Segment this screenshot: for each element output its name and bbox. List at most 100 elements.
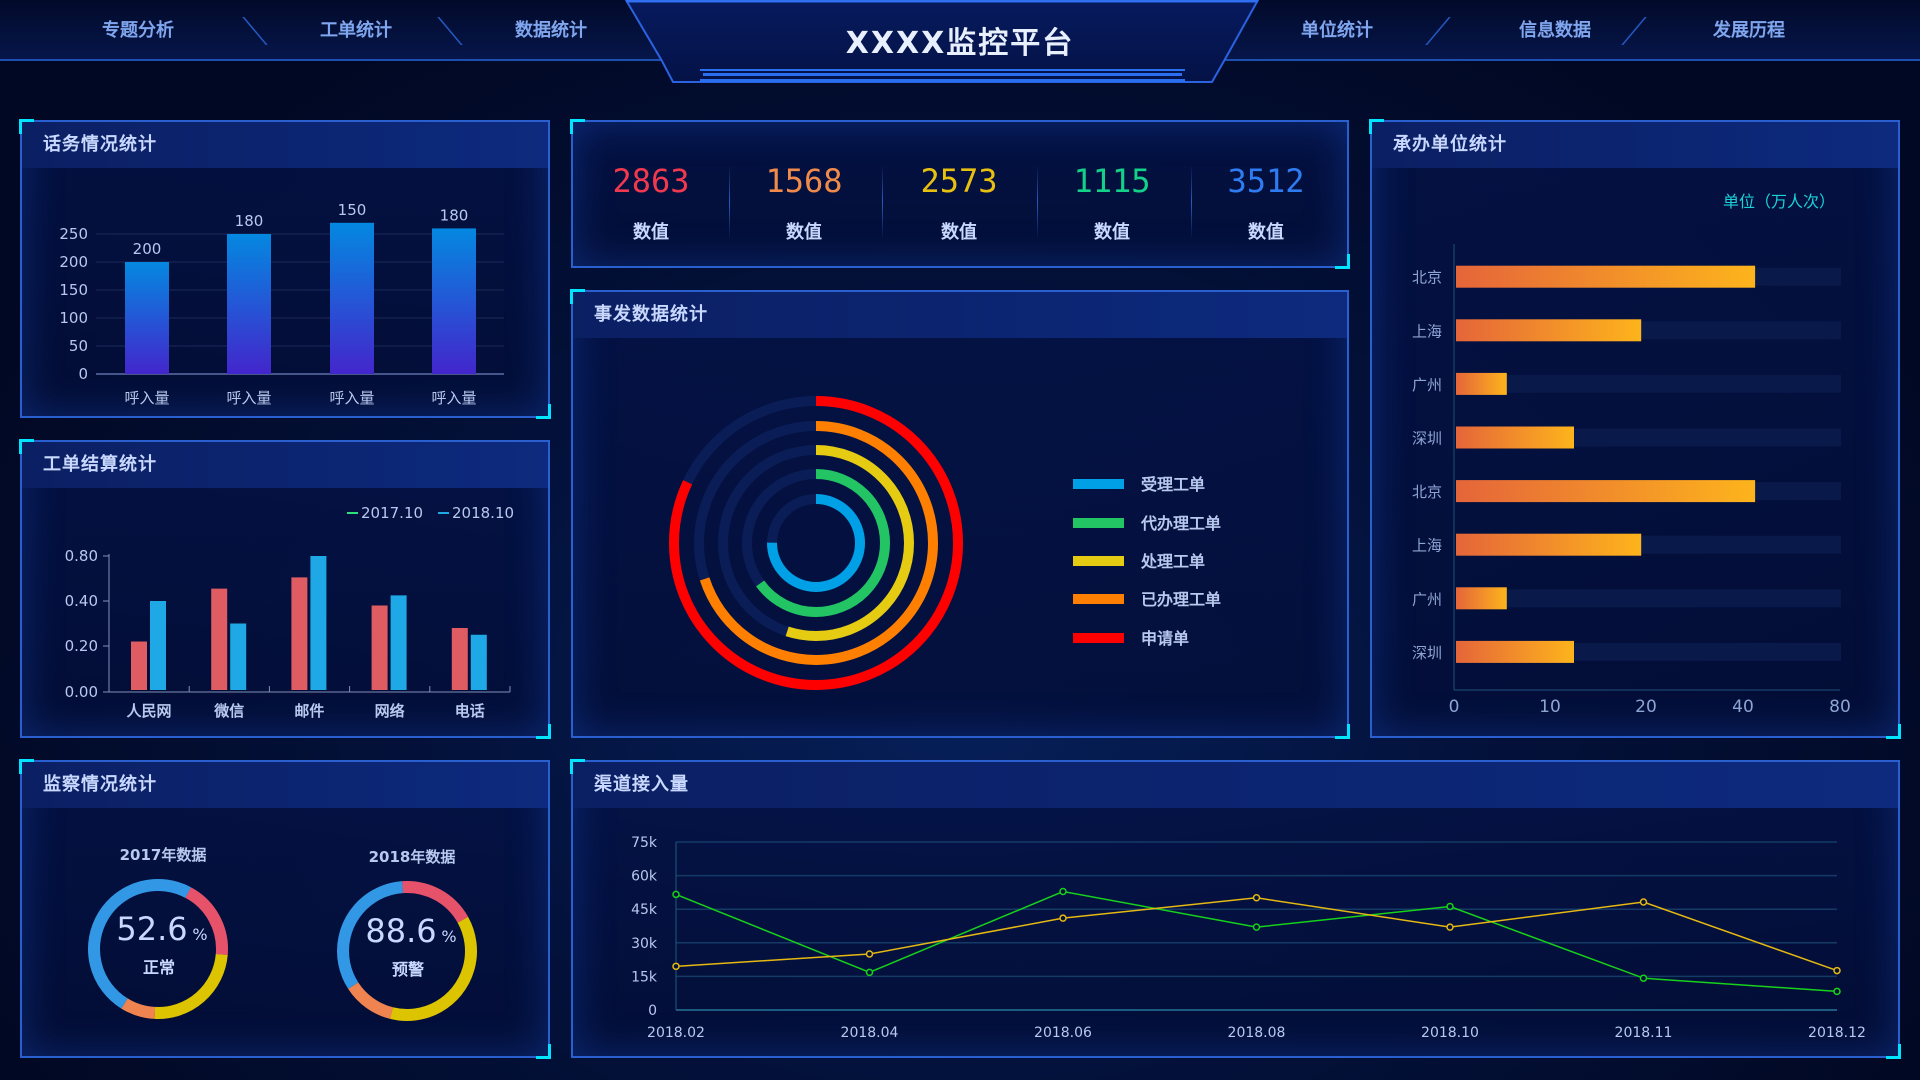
ring-arc	[742, 469, 890, 617]
panel-title: 事发数据统计	[573, 292, 1347, 338]
stat-label: 数值	[1248, 222, 1284, 243]
stat-divider	[1191, 165, 1192, 239]
bar	[432, 228, 476, 374]
x-tick-label: 网络	[375, 702, 405, 720]
stat-value: 2863	[612, 162, 690, 200]
y-tick-label: 深圳	[1412, 430, 1442, 448]
center-value: 88.6	[365, 912, 436, 950]
data-label: 200	[133, 240, 162, 258]
y-tick-label: 0.80	[65, 547, 98, 565]
y-tick-label: 北京	[1412, 483, 1442, 501]
y-tick-label: 深圳	[1412, 644, 1442, 662]
y-tick-label: 0	[78, 365, 88, 383]
bar	[330, 222, 374, 374]
data-point	[672, 890, 680, 899]
y-tick-label: 上海	[1412, 537, 1442, 555]
x-tick-label: 2018.06	[1034, 1025, 1092, 1041]
legend-label: 申请单	[1141, 629, 1189, 648]
stat-label: 数值	[941, 222, 977, 243]
panel-title: 话务情况统计	[22, 122, 548, 168]
units-panel: 承办单位统计 单位（万人次） 北京 上海 广州 深圳 北京 上海 广州 深圳 0 10 20 40 80	[1369, 119, 1901, 739]
bar-track	[1456, 589, 1841, 608]
y-tick-label: 广州	[1412, 376, 1442, 394]
panel-title: 监察情况统计	[22, 762, 548, 808]
y-tick-label: 50	[69, 337, 88, 355]
stat-divider	[1037, 165, 1038, 239]
calls-bar-chart: 0 50 100 150 200 250 200 呼入量 180 呼入量 150 呼入量 180 呼入量	[59, 201, 504, 407]
panel-title: 渠道接入量	[573, 762, 1898, 808]
y-tick-label: 0.00	[65, 683, 98, 701]
data-point	[1252, 894, 1261, 902]
legend-label: 代办理工单	[1140, 514, 1221, 533]
ring-arc	[669, 396, 963, 690]
center-value: 52.6	[116, 910, 187, 948]
y-tick-label: 0.20	[65, 637, 98, 655]
data-point	[1446, 923, 1454, 931]
data-label: 150	[338, 201, 367, 219]
y-tick-label: 0.40	[65, 592, 98, 610]
x-tick-label: 电话	[455, 702, 485, 720]
legend-marker	[1073, 633, 1124, 643]
bar	[371, 605, 388, 690]
x-tick-label: 80	[1829, 697, 1851, 717]
ring-arc	[767, 494, 865, 592]
x-tick-label: 呼入量	[329, 389, 374, 407]
stat-divider	[882, 165, 883, 239]
y-tick-label: 北京	[1412, 269, 1442, 287]
donut-slice	[337, 881, 478, 1021]
nav-item[interactable]: 发展历程	[1713, 20, 1785, 41]
unit-label: 单位（万人次）	[1723, 192, 1835, 211]
legend-label: 2017.10	[361, 504, 423, 522]
data-point	[1446, 902, 1454, 911]
x-tick-label: 呼入量	[124, 389, 169, 407]
page-title: XXXX监控平台	[845, 26, 1075, 61]
stat-value: 1115	[1073, 162, 1151, 200]
incidents-panel: 事发数据统计 受理工单 代办理工单 处理工单 已办理工单 申请单	[570, 289, 1350, 739]
stat-label: 数值	[1094, 222, 1130, 243]
legend-marker	[438, 512, 449, 514]
orders-panel: 工单结算统计 0.00 0.20 0.40 0.80 人民网 微信 邮件 网络 电话 2017.1…	[19, 439, 551, 739]
data-label: 180	[235, 212, 264, 230]
stat-value: 2573	[920, 162, 998, 200]
bar	[1456, 265, 1756, 288]
y-tick-label: 150	[59, 281, 88, 299]
panel-title: 承办单位统计	[1372, 122, 1898, 168]
bar	[1456, 319, 1642, 342]
x-tick-label: 2018.04	[841, 1025, 899, 1041]
bar	[230, 623, 247, 690]
stat-value: 3512	[1227, 162, 1305, 200]
legend-label: 受理工单	[1141, 475, 1205, 494]
stat-divider	[729, 165, 730, 239]
orders-bar-chart: 0.00 0.20 0.40 0.80 人民网 微信 邮件 网络 电话 2017.10 2018.1…	[65, 504, 514, 720]
center-label: 预警	[392, 960, 424, 979]
nav-item[interactable]: 专题分析	[102, 20, 174, 41]
legend-marker	[1073, 479, 1124, 489]
data-point	[1059, 914, 1067, 922]
data-point	[672, 962, 680, 971]
nav-item[interactable]: 工单统计	[320, 20, 392, 41]
legend-marker	[1073, 556, 1124, 566]
nav-item[interactable]: 单位统计	[1301, 20, 1373, 41]
nav-item[interactable]: 数据统计	[515, 20, 587, 41]
x-tick-label: 20	[1635, 697, 1657, 717]
channels-line-chart: 0 15k 30k 45k 60k 75k 2018.02 2018.04 2018.06 201…	[631, 835, 1866, 1041]
legend-marker	[347, 512, 358, 514]
x-tick-label: 2018.10	[1421, 1025, 1479, 1041]
y-tick-label: 15k	[631, 969, 658, 985]
data-point	[1639, 898, 1648, 906]
x-tick-label: 2018.08	[1228, 1025, 1286, 1041]
nav-item[interactable]: 信息数据	[1519, 20, 1591, 41]
panel-title: 工单结算统计	[22, 442, 548, 488]
bar	[390, 595, 407, 690]
y-tick-label: 上海	[1412, 322, 1442, 340]
bar	[470, 634, 487, 690]
channels-panel: 渠道接入量 0 15k 30k 45k 60k 75k 2018.02 2018.04 2018…	[570, 759, 1901, 1059]
data-label: 180	[440, 206, 469, 224]
bar	[310, 556, 327, 690]
bar	[1456, 640, 1574, 663]
bar-track	[1456, 374, 1841, 393]
legend-label: 处理工单	[1140, 552, 1205, 571]
bar	[131, 641, 147, 690]
